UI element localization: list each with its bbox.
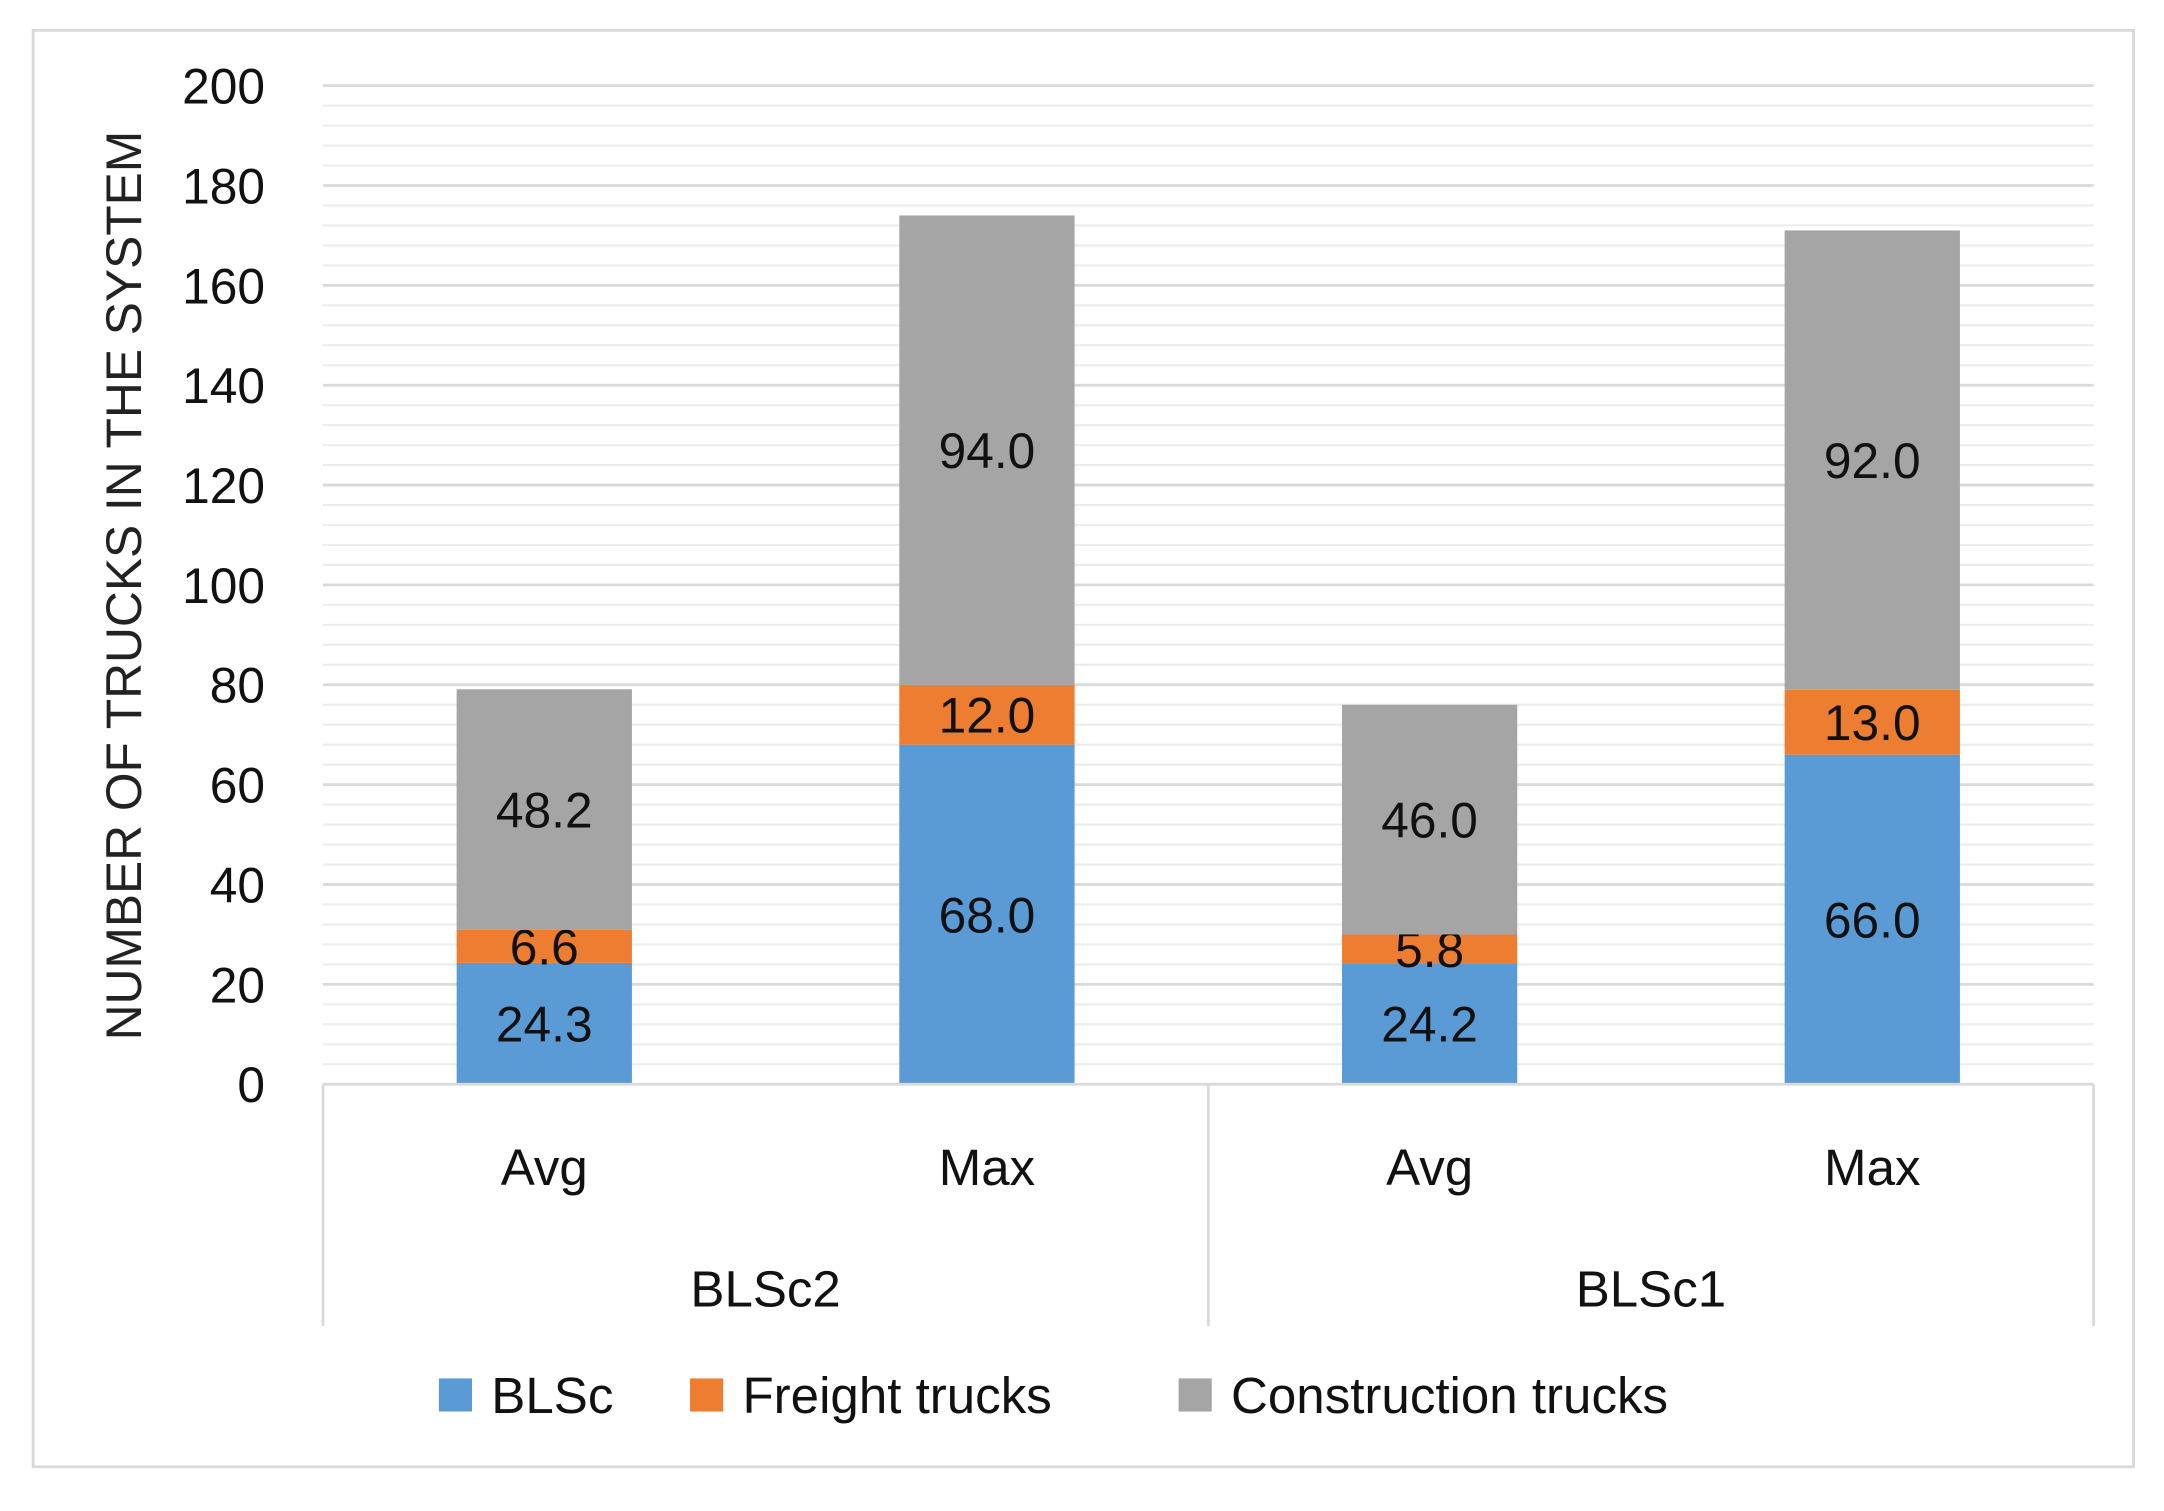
x-axis: Avg Max Avg Max BLSc2 BLSc1 <box>321 1082 2095 1326</box>
data-label: 66.0 <box>1824 892 1921 948</box>
y-tick-label: 80 <box>210 658 265 714</box>
bar-segment-freight-trucks <box>1341 934 1518 964</box>
y-tick-label: 60 <box>210 758 265 814</box>
y-axis-ticks: 0 20 40 60 80 100 120 140 160 180 200 <box>182 59 265 1114</box>
y-tick-label: 140 <box>182 358 265 414</box>
y-tick-label: 40 <box>210 857 265 913</box>
data-label: 24.2 <box>1381 997 1478 1053</box>
legend-label: Construction trucks <box>1231 1367 1668 1424</box>
legend-swatch <box>1178 1378 1212 1412</box>
y-tick-label: 180 <box>182 158 265 214</box>
y-tick-label: 100 <box>182 558 265 614</box>
y-tick-label: 20 <box>210 957 265 1013</box>
chart-border <box>31 29 2136 1469</box>
y-tick-label: 200 <box>182 59 265 115</box>
x-category-label: Avg <box>501 1139 588 1196</box>
data-label: 48.2 <box>496 783 593 839</box>
bar-segment-blsc <box>456 962 632 1085</box>
bar-segment-freight-trucks <box>899 684 1075 745</box>
x-group-label: BLSc2 <box>690 1261 840 1318</box>
bars: 24.36.648.268.012.094.024.25.846.066.013… <box>456 215 1960 1085</box>
bar-segment-blsc <box>1341 963 1518 1085</box>
y-tick-label: 0 <box>237 1057 265 1113</box>
y-axis-label: NUMBER OF TRUCKS IN THE SYSTEM <box>96 131 152 1041</box>
legend-swatch <box>438 1378 472 1412</box>
data-label: 12.0 <box>939 688 1036 744</box>
legend-label: Freight trucks <box>742 1367 1051 1424</box>
y-tick-label: 120 <box>182 458 265 514</box>
legend-label: BLSc <box>491 1367 613 1424</box>
data-label: 92.0 <box>1824 433 1921 489</box>
y-tick-label: 160 <box>182 258 265 314</box>
bar-segment-construction-trucks <box>456 689 632 930</box>
bar-segment-freight-trucks <box>456 929 632 963</box>
legend-swatch <box>690 1378 724 1412</box>
data-label: 46.0 <box>1381 793 1478 849</box>
data-label: 13.0 <box>1824 695 1921 751</box>
bar-segment-construction-trucks <box>899 215 1075 685</box>
x-category-label: Max <box>939 1139 1035 1196</box>
data-label: 94.0 <box>939 423 1036 479</box>
bar-segment-construction-trucks <box>1341 704 1518 935</box>
bar-segment-blsc <box>1784 754 1960 1085</box>
x-category-label: Max <box>1824 1139 1920 1196</box>
bar-segment-construction-trucks <box>1784 230 1960 690</box>
x-group-label: BLSc1 <box>1576 1261 1726 1318</box>
data-label: 24.3 <box>496 996 593 1052</box>
bar-segment-blsc <box>899 744 1075 1085</box>
bar-segment-freight-trucks <box>1784 689 1960 755</box>
x-category-label: Avg <box>1386 1139 1473 1196</box>
data-label: 68.0 <box>939 887 1036 943</box>
legend: BLSc Freight trucks Construction trucks <box>438 1367 1668 1424</box>
